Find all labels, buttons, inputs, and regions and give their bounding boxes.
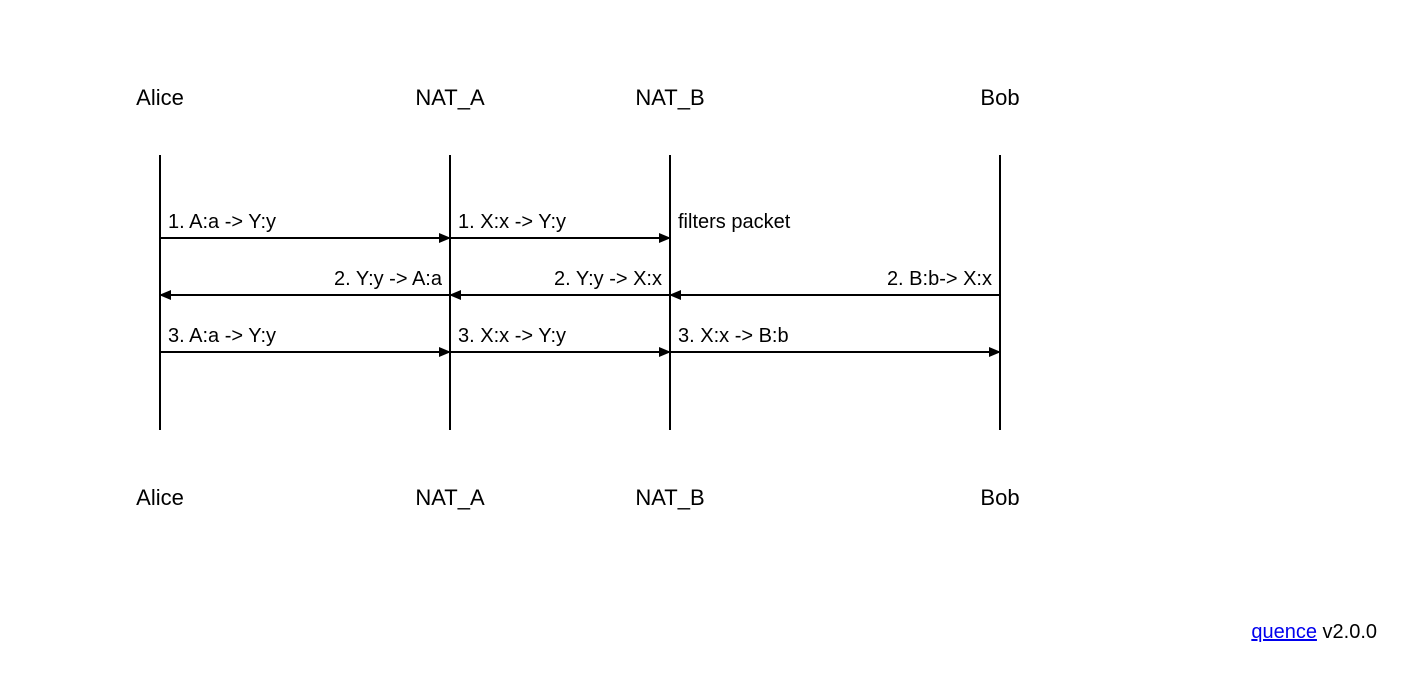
message-label-6: 3. A:a -> Y:y <box>168 325 276 347</box>
footer-credit: quence v2.0.0 <box>1251 621 1377 644</box>
footer-version: v2.0.0 <box>1317 621 1377 643</box>
participant-label-natb: NAT_B <box>635 85 704 110</box>
message-label-8: 3. X:x -> B:b <box>678 325 789 347</box>
message-label-1: 1. X:x -> Y:y <box>458 211 566 233</box>
footer-link[interactable]: quence <box>1251 621 1317 643</box>
sequence-diagram: Alice Alice NAT_A NAT_A NAT_B NAT_B Bob Bob 1. A… <box>0 0 1407 640</box>
message-note-2: filters packet <box>678 211 791 233</box>
participant-label-natb-bottom: NAT_B <box>635 485 704 510</box>
participant-label-nata-bottom: NAT_A <box>415 485 485 510</box>
message-label-0: 1. A:a -> Y:y <box>168 211 276 233</box>
participant-label-bob-bottom: Bob <box>980 485 1019 510</box>
participant-label-nata: NAT_A <box>415 85 485 110</box>
participant-label-alice: Alice <box>136 85 184 110</box>
message-label-5: 2. B:b-> X:x <box>887 268 992 290</box>
participant-label-bob: Bob <box>980 85 1019 110</box>
message-label-3: 2. Y:y -> A:a <box>334 268 443 290</box>
message-label-4: 2. Y:y -> X:x <box>554 268 662 290</box>
participant-label-alice-bottom: Alice <box>136 485 184 510</box>
message-label-7: 3. X:x -> Y:y <box>458 325 566 347</box>
